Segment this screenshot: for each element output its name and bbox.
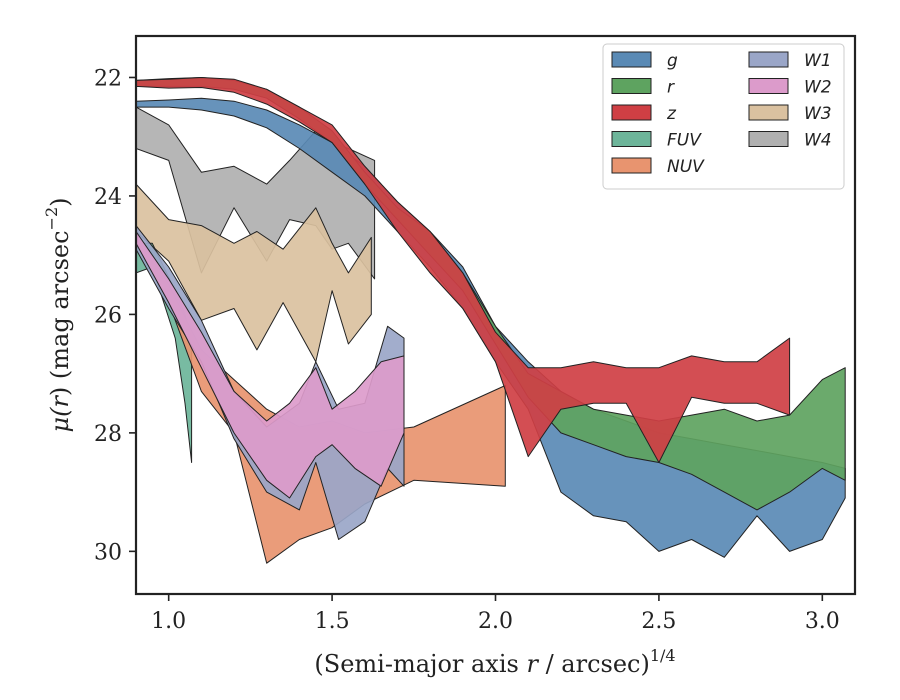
legend-label-w3: W3 [804,104,832,124]
legend-swatch-r [611,78,652,94]
band-w2 [136,231,405,499]
x-tick-label: 1.5 [315,609,350,634]
y-axis-label: μ(r) (mag arcsec−2) [42,197,74,432]
x-tick-label: 3.0 [805,609,840,634]
legend-label-nuv: NUV [667,157,705,177]
legend: grz FUV NUV W1 W2 W3 W4 [602,43,845,190]
band-nuv [136,231,506,564]
x-tick-label: 2.5 [641,609,676,634]
legend-label-w2: W2 [804,78,832,98]
legend-label-w1: W1 [804,51,832,71]
axis-ticks: 1.0 1.5 2.0 2.5 3.0 22 24 26 28 30 [94,66,840,634]
legend-swatch-w4 [748,131,789,147]
y-tick-label: 24 [94,185,122,210]
y-tick-label: 30 [94,540,122,565]
x-tick-label: 1.0 [151,609,186,634]
legend-label-r: r [667,78,675,98]
y-tick-label: 28 [94,422,122,447]
legend-swatch-z [611,104,652,121]
legend-swatch-w2 [748,78,789,94]
x-tick-label: 2.0 [478,609,513,634]
y-tick-label: 26 [94,303,122,328]
y-tick-label: 22 [94,66,122,91]
legend-swatch-w3 [748,104,789,121]
legend-label-w4: W4 [804,131,832,151]
legend-label-g: g [667,51,678,71]
legend-swatch-fuv [611,131,652,147]
legend-label-z: z [666,104,677,124]
legend-swatch-w1 [748,51,789,68]
legend-swatch-g [611,51,652,68]
x-axis-label: (Semi-major axis r / arcsec)1/4 [314,646,675,678]
plot-areas [136,77,846,564]
legend-label-fuv: FUV [667,131,702,151]
band-w3 [136,183,372,363]
legend-swatch-nuv [611,157,652,174]
band-z [136,77,791,463]
